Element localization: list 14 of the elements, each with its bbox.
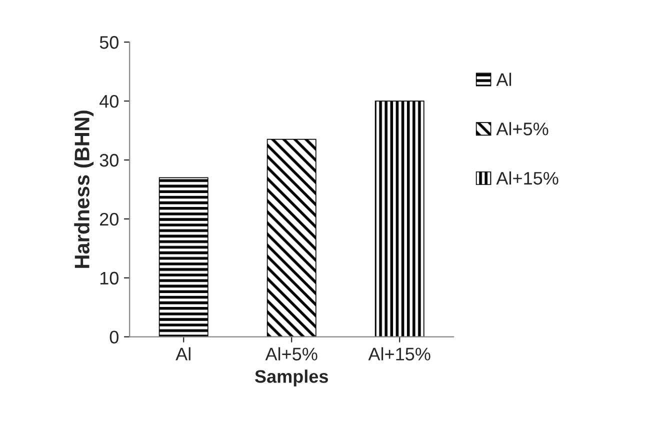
- x-tick-label: Al+5%: [265, 347, 318, 360]
- x-tick-label: Al+15%: [368, 347, 430, 360]
- y-axis-title: Hardness (BHN): [74, 110, 94, 268]
- y-tick-label: 10: [100, 272, 118, 285]
- legend-label: Al: [496, 72, 512, 86]
- y-tick-label: 0: [110, 330, 118, 344]
- y-tick-label: 20: [100, 212, 118, 226]
- x-axis-title: Samples: [254, 370, 328, 386]
- x-tick-label: Al: [176, 347, 190, 360]
- y-tick-label: 40: [100, 94, 118, 108]
- y-tick-label: 30: [100, 154, 118, 167]
- legend-label: Al+5%: [496, 122, 548, 136]
- legend-label: Al+15%: [496, 171, 558, 185]
- y-tick-label: 50: [100, 36, 118, 49]
